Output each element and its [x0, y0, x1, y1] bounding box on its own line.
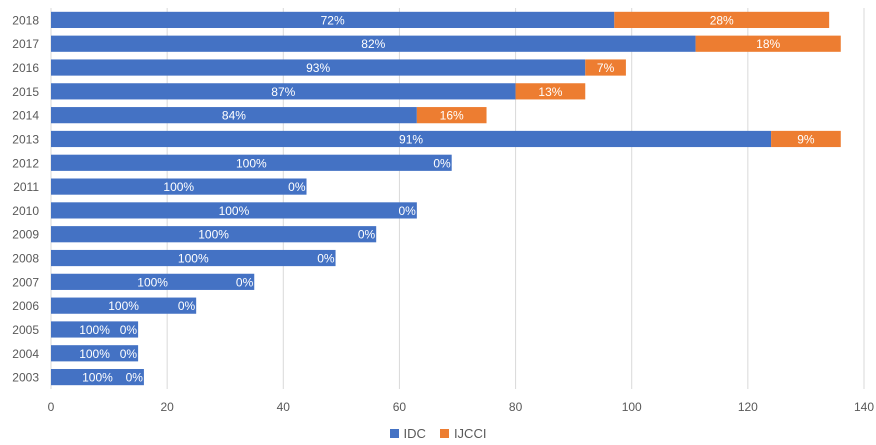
y-tick-label: 2006 [12, 299, 39, 313]
data-label-ijcci: 0% [126, 371, 144, 385]
legend-item-ijcci: IJCCI [439, 426, 487, 441]
data-label-idc: 100% [219, 204, 250, 218]
data-label-idc: 100% [163, 180, 194, 194]
bar-ijcci [771, 130, 841, 148]
bar-idc [51, 226, 377, 243]
data-label-idc: 100% [108, 299, 139, 313]
data-label-idc: 100% [137, 275, 168, 289]
legend-label-idc: IDC [403, 426, 426, 441]
x-tick-label: 20 [160, 400, 174, 414]
data-label-ijcci: 0% [288, 180, 306, 194]
y-tick-label: 2016 [12, 61, 39, 75]
data-label-ijcci: 0% [433, 156, 451, 170]
data-label-ijcci: 9% [797, 132, 815, 146]
bar-ijcci [416, 107, 487, 124]
y-tick-label: 2008 [12, 252, 39, 266]
y-tick-label: 2003 [12, 371, 39, 385]
data-label-ijcci: 0% [358, 228, 376, 242]
y-tick-label: 2014 [12, 109, 39, 123]
data-label-idc: 100% [79, 347, 110, 361]
y-tick-label: 2011 [13, 180, 39, 194]
data-label-ijcci: 0% [317, 252, 335, 266]
data-label-ijcci: 16% [440, 109, 464, 123]
data-label-ijcci: 0% [178, 299, 196, 313]
bar-idc [51, 11, 615, 29]
data-label-idc: 100% [236, 156, 267, 170]
bar-idc [51, 130, 772, 148]
y-tick-label: 2017 [12, 37, 39, 51]
bar-idc [51, 83, 516, 100]
bar-ijcci [695, 35, 841, 52]
bar-idc [51, 273, 255, 290]
bar-idc [51, 297, 197, 314]
legend: IDC IJCCI [0, 426, 876, 441]
bar-idc [51, 321, 139, 338]
data-label-ijcci: 0% [120, 323, 138, 337]
x-tick-label: 100 [622, 400, 642, 414]
legend-swatch-idc [389, 429, 399, 438]
legend-label-ijcci: IJCCI [453, 426, 487, 441]
x-axis-labels: 0 20 40 60 80 100 120 140 [48, 400, 875, 414]
bar-idc [51, 178, 307, 195]
data-label-ijcci: 28% [710, 13, 734, 27]
y-tick-label: 2015 [12, 85, 39, 99]
data-label-idc: 100% [178, 252, 209, 266]
data-label-idc: 93% [306, 61, 330, 75]
data-label-ijcci: 0% [120, 347, 138, 361]
y-tick-label: 2009 [12, 228, 39, 242]
bar-idc [51, 107, 417, 124]
bar-ijcci [585, 59, 626, 76]
bar-ijcci [515, 83, 586, 100]
bar-labels: 72% 28% 82% 18% 93% 7% 87% 13% 84% 16% 91% 9% 100% 0%… [79, 13, 815, 384]
y-tick-label: 2004 [12, 347, 39, 361]
x-tick-label: 0 [48, 400, 55, 414]
y-tick-label: 2018 [12, 13, 39, 27]
bar-idc [51, 59, 586, 76]
bar-idc [51, 368, 144, 386]
data-label-idc: 82% [361, 37, 385, 51]
data-label-idc: 91% [399, 132, 423, 146]
y-tick-label: 2005 [12, 323, 39, 337]
legend-swatch-ijcci [439, 429, 449, 438]
data-label-ijcci: 0% [399, 204, 417, 218]
y-axis-labels: 2018 2017 2016 2015 2014 2013 2012 2011 2010 2009… [12, 13, 39, 384]
y-tick-label: 2013 [12, 132, 39, 146]
bar-idc [51, 345, 139, 362]
y-tick-label: 2012 [12, 156, 39, 170]
bar-idc [51, 35, 696, 52]
data-label-ijcci: 7% [597, 61, 615, 75]
bar-ijcci [614, 11, 830, 29]
x-tick-label: 60 [393, 400, 407, 414]
x-tick-label: 120 [738, 400, 758, 414]
y-tick-label: 2007 [12, 275, 39, 289]
y-tick-label: 2010 [12, 204, 39, 218]
x-tick-label: 80 [509, 400, 523, 414]
data-label-idc: 100% [79, 323, 110, 337]
data-label-ijcci: 18% [756, 37, 780, 51]
bar-idc [51, 154, 452, 171]
data-label-ijcci: 13% [538, 85, 562, 99]
data-label-idc: 100% [198, 228, 229, 242]
x-tick-label: 40 [277, 400, 291, 414]
data-label-idc: 84% [222, 109, 246, 123]
data-label-idc: 72% [321, 13, 345, 27]
x-tick-label: 140 [854, 400, 874, 414]
data-label-idc: 100% [82, 371, 113, 385]
data-label-idc: 87% [271, 85, 295, 99]
data-label-ijcci: 0% [236, 275, 254, 289]
bar-idc [51, 249, 336, 267]
legend-item-idc: IDC [389, 426, 426, 441]
bar-idc [51, 202, 417, 219]
bars [51, 11, 841, 386]
